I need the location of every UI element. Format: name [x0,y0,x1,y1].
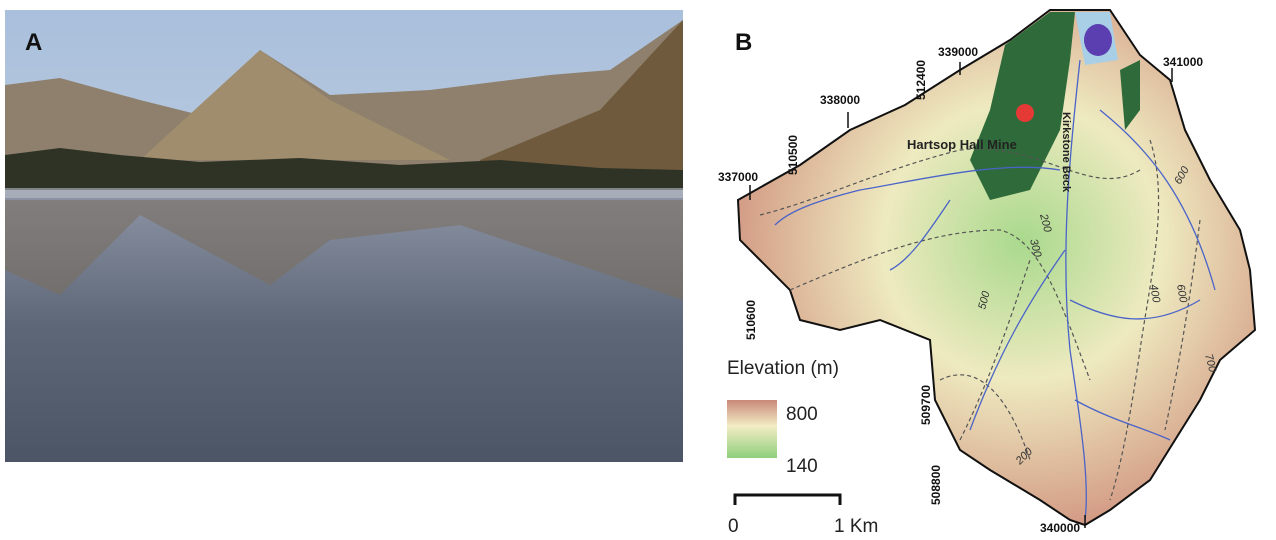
coordinate-label: 337000 [718,170,758,184]
coordinate-label: 341000 [1163,55,1203,69]
coordinate-label: 512400 [914,60,928,100]
mine-marker [1016,104,1034,122]
place-label: Hartsop Hall Mine [907,137,1017,152]
place-label: Kirkstone Beck [1060,112,1072,193]
coordinate-label: 509700 [919,385,933,425]
scale-start: 0 [728,516,739,537]
legend-ramp [727,400,777,458]
coordinate-label: 510500 [786,135,800,175]
mist [5,188,683,198]
panel-label: A [25,29,42,56]
photo: A [5,10,683,462]
coordinate-label: 338000 [820,93,860,107]
panel-label: B [735,29,752,56]
coordinate-label: 339000 [938,45,978,59]
legend-max: 800 [786,404,818,425]
scale-bar [735,495,840,505]
coordinate-label: 340000 [1040,521,1080,535]
figure: A Hartsop Hall Mine Kirkstone Beck 6 [0,0,1276,540]
deep-water [1084,24,1112,56]
coordinate-label: 508800 [929,465,943,505]
scale-end: 1 Km [834,516,878,537]
map: Hartsop Hall Mine Kirkstone Beck 600 200… [718,10,1255,537]
coordinate-label: 510600 [744,300,758,340]
legend-min: 140 [786,456,818,477]
legend-title: Elevation (m) [727,358,839,379]
